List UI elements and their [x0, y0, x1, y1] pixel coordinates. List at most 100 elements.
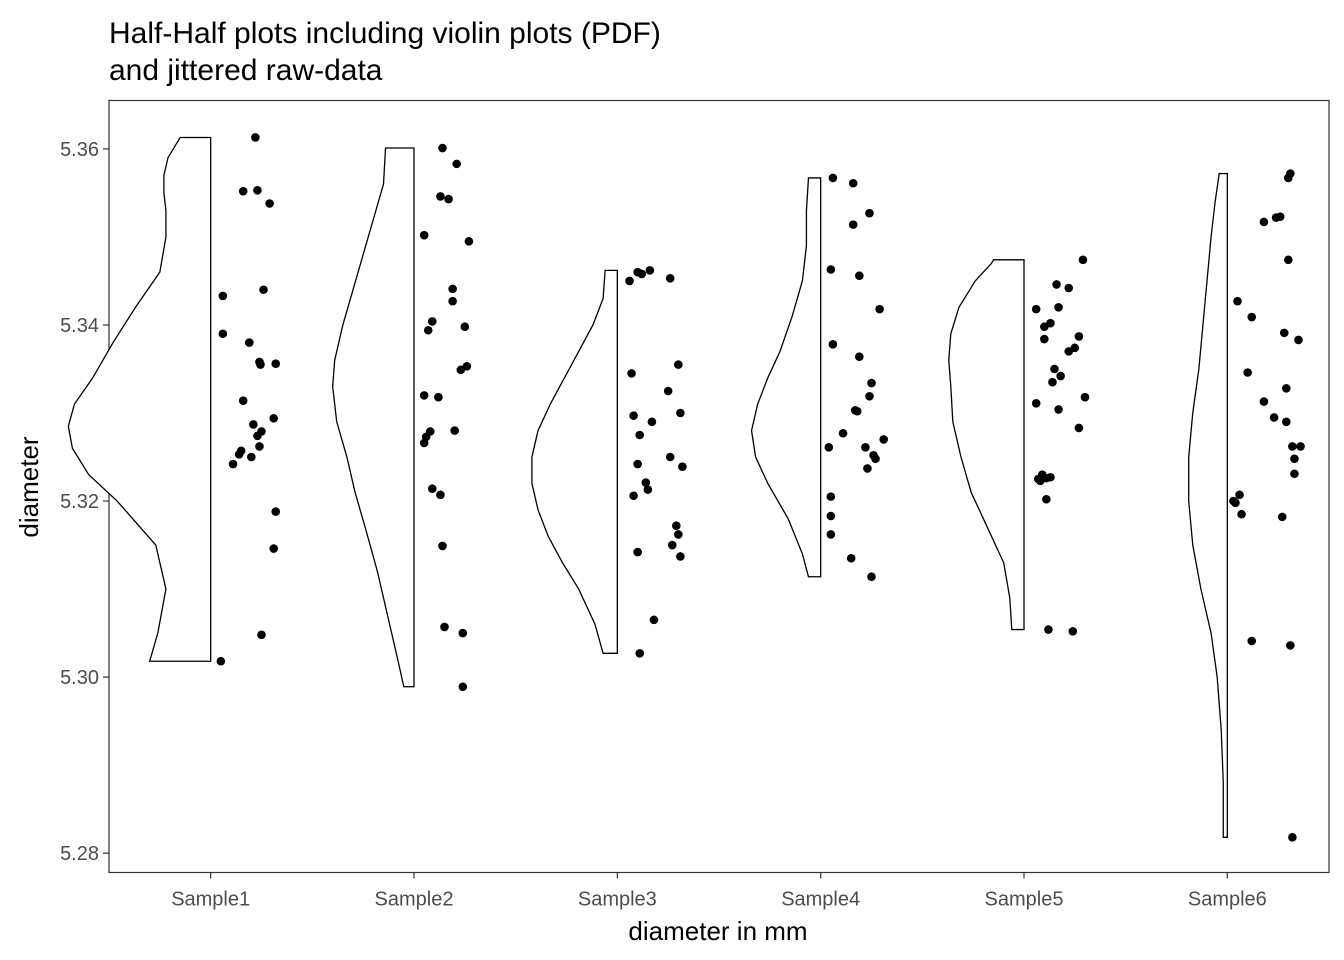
x-axis: Sample1 Sample2 Sample3 Sample4 Sample5 Sampl… [171, 872, 1267, 911]
data-point [1046, 472, 1055, 482]
data-point [672, 521, 681, 530]
data-point [676, 552, 685, 561]
data-point [848, 178, 858, 188]
data-point [871, 454, 880, 464]
data-point [1259, 397, 1269, 406]
half-violin-sample3 [531, 269, 618, 654]
data-point [1286, 169, 1295, 178]
data-point [218, 291, 228, 301]
data-point [464, 237, 474, 246]
data-point [879, 435, 888, 444]
data-point [1279, 328, 1289, 338]
data-point [1050, 364, 1059, 374]
data-point [635, 649, 644, 658]
data-point [271, 507, 281, 516]
data-point [826, 492, 836, 501]
x-tick-label: Sample6 [1188, 889, 1267, 911]
y-axis: 5.28 5.30 5.32 5.34 5.36 [60, 139, 109, 865]
data-point [627, 369, 636, 378]
data-point [865, 391, 874, 401]
data-point [848, 220, 858, 229]
data-point [637, 269, 647, 279]
data-point [1282, 384, 1291, 393]
data-point [462, 362, 472, 371]
data-point [218, 329, 228, 339]
data-point [269, 544, 279, 553]
data-point [633, 459, 642, 469]
data-point [1247, 636, 1257, 646]
data-point [257, 427, 266, 436]
data-point [629, 491, 638, 501]
data-point [253, 185, 262, 195]
data-point [838, 428, 848, 438]
data-point [1031, 399, 1041, 408]
data-point [641, 478, 651, 487]
data-point [674, 360, 683, 369]
data-point [436, 490, 445, 500]
data-point [245, 338, 254, 347]
data-point [667, 540, 677, 550]
data-point [1074, 423, 1084, 433]
data-point [269, 413, 279, 423]
y-tick-label: 5.36 [60, 139, 99, 161]
data-point [460, 322, 470, 332]
data-point [1284, 255, 1293, 265]
data-point [1288, 442, 1297, 451]
data-point [228, 459, 238, 469]
data-point [444, 194, 453, 204]
data-point [1243, 368, 1252, 377]
data-point [1031, 304, 1041, 314]
data-point [665, 452, 675, 462]
data-point [216, 656, 226, 666]
data-point [428, 317, 437, 326]
half-violin-sample1 [67, 136, 212, 662]
chart-title-line-1: Half-Half plots including violin plots (… [109, 17, 661, 50]
half-violin-sample5 [948, 259, 1025, 631]
data-point [1042, 494, 1051, 504]
chart-title-line-2: and jittered raw-data [109, 54, 383, 87]
violin-layer [67, 136, 1228, 838]
data-point [448, 296, 457, 306]
data-point [1296, 442, 1305, 451]
data-point [238, 396, 248, 405]
data-point [438, 143, 447, 153]
data-point [1290, 469, 1299, 479]
data-point [867, 378, 876, 388]
data-point [1040, 334, 1049, 344]
data-point [875, 304, 884, 314]
x-tick-label: Sample3 [578, 889, 657, 911]
data-point [1247, 312, 1257, 322]
data-point [1286, 641, 1295, 650]
half-violin-sample2 [332, 147, 415, 688]
data-point [1078, 255, 1088, 265]
data-point [1269, 413, 1279, 422]
data-point [826, 530, 836, 539]
data-point [863, 464, 872, 473]
data-point [1259, 217, 1269, 227]
data-point [1294, 335, 1303, 345]
y-tick-label: 5.30 [60, 667, 99, 689]
data-point [428, 484, 437, 494]
data-point [438, 541, 447, 551]
data-point [1074, 332, 1084, 341]
data-point [452, 159, 462, 169]
data-point [458, 628, 468, 638]
data-point [1054, 405, 1063, 414]
data-point [828, 173, 838, 183]
data-point [1046, 318, 1055, 328]
data-point [647, 417, 657, 427]
y-tick-label: 5.28 [60, 843, 99, 865]
data-point [1235, 490, 1244, 500]
data-point [1290, 454, 1299, 464]
x-tick-label: Sample4 [781, 889, 860, 911]
x-tick-label: Sample1 [171, 889, 250, 911]
data-point [255, 442, 264, 451]
data-point [665, 274, 675, 283]
data-point [238, 186, 248, 196]
data-point [1282, 417, 1291, 427]
data-point [436, 192, 445, 201]
half-violin-sample4 [750, 177, 822, 578]
data-point [629, 411, 638, 420]
x-tick-label: Sample2 [375, 889, 454, 911]
